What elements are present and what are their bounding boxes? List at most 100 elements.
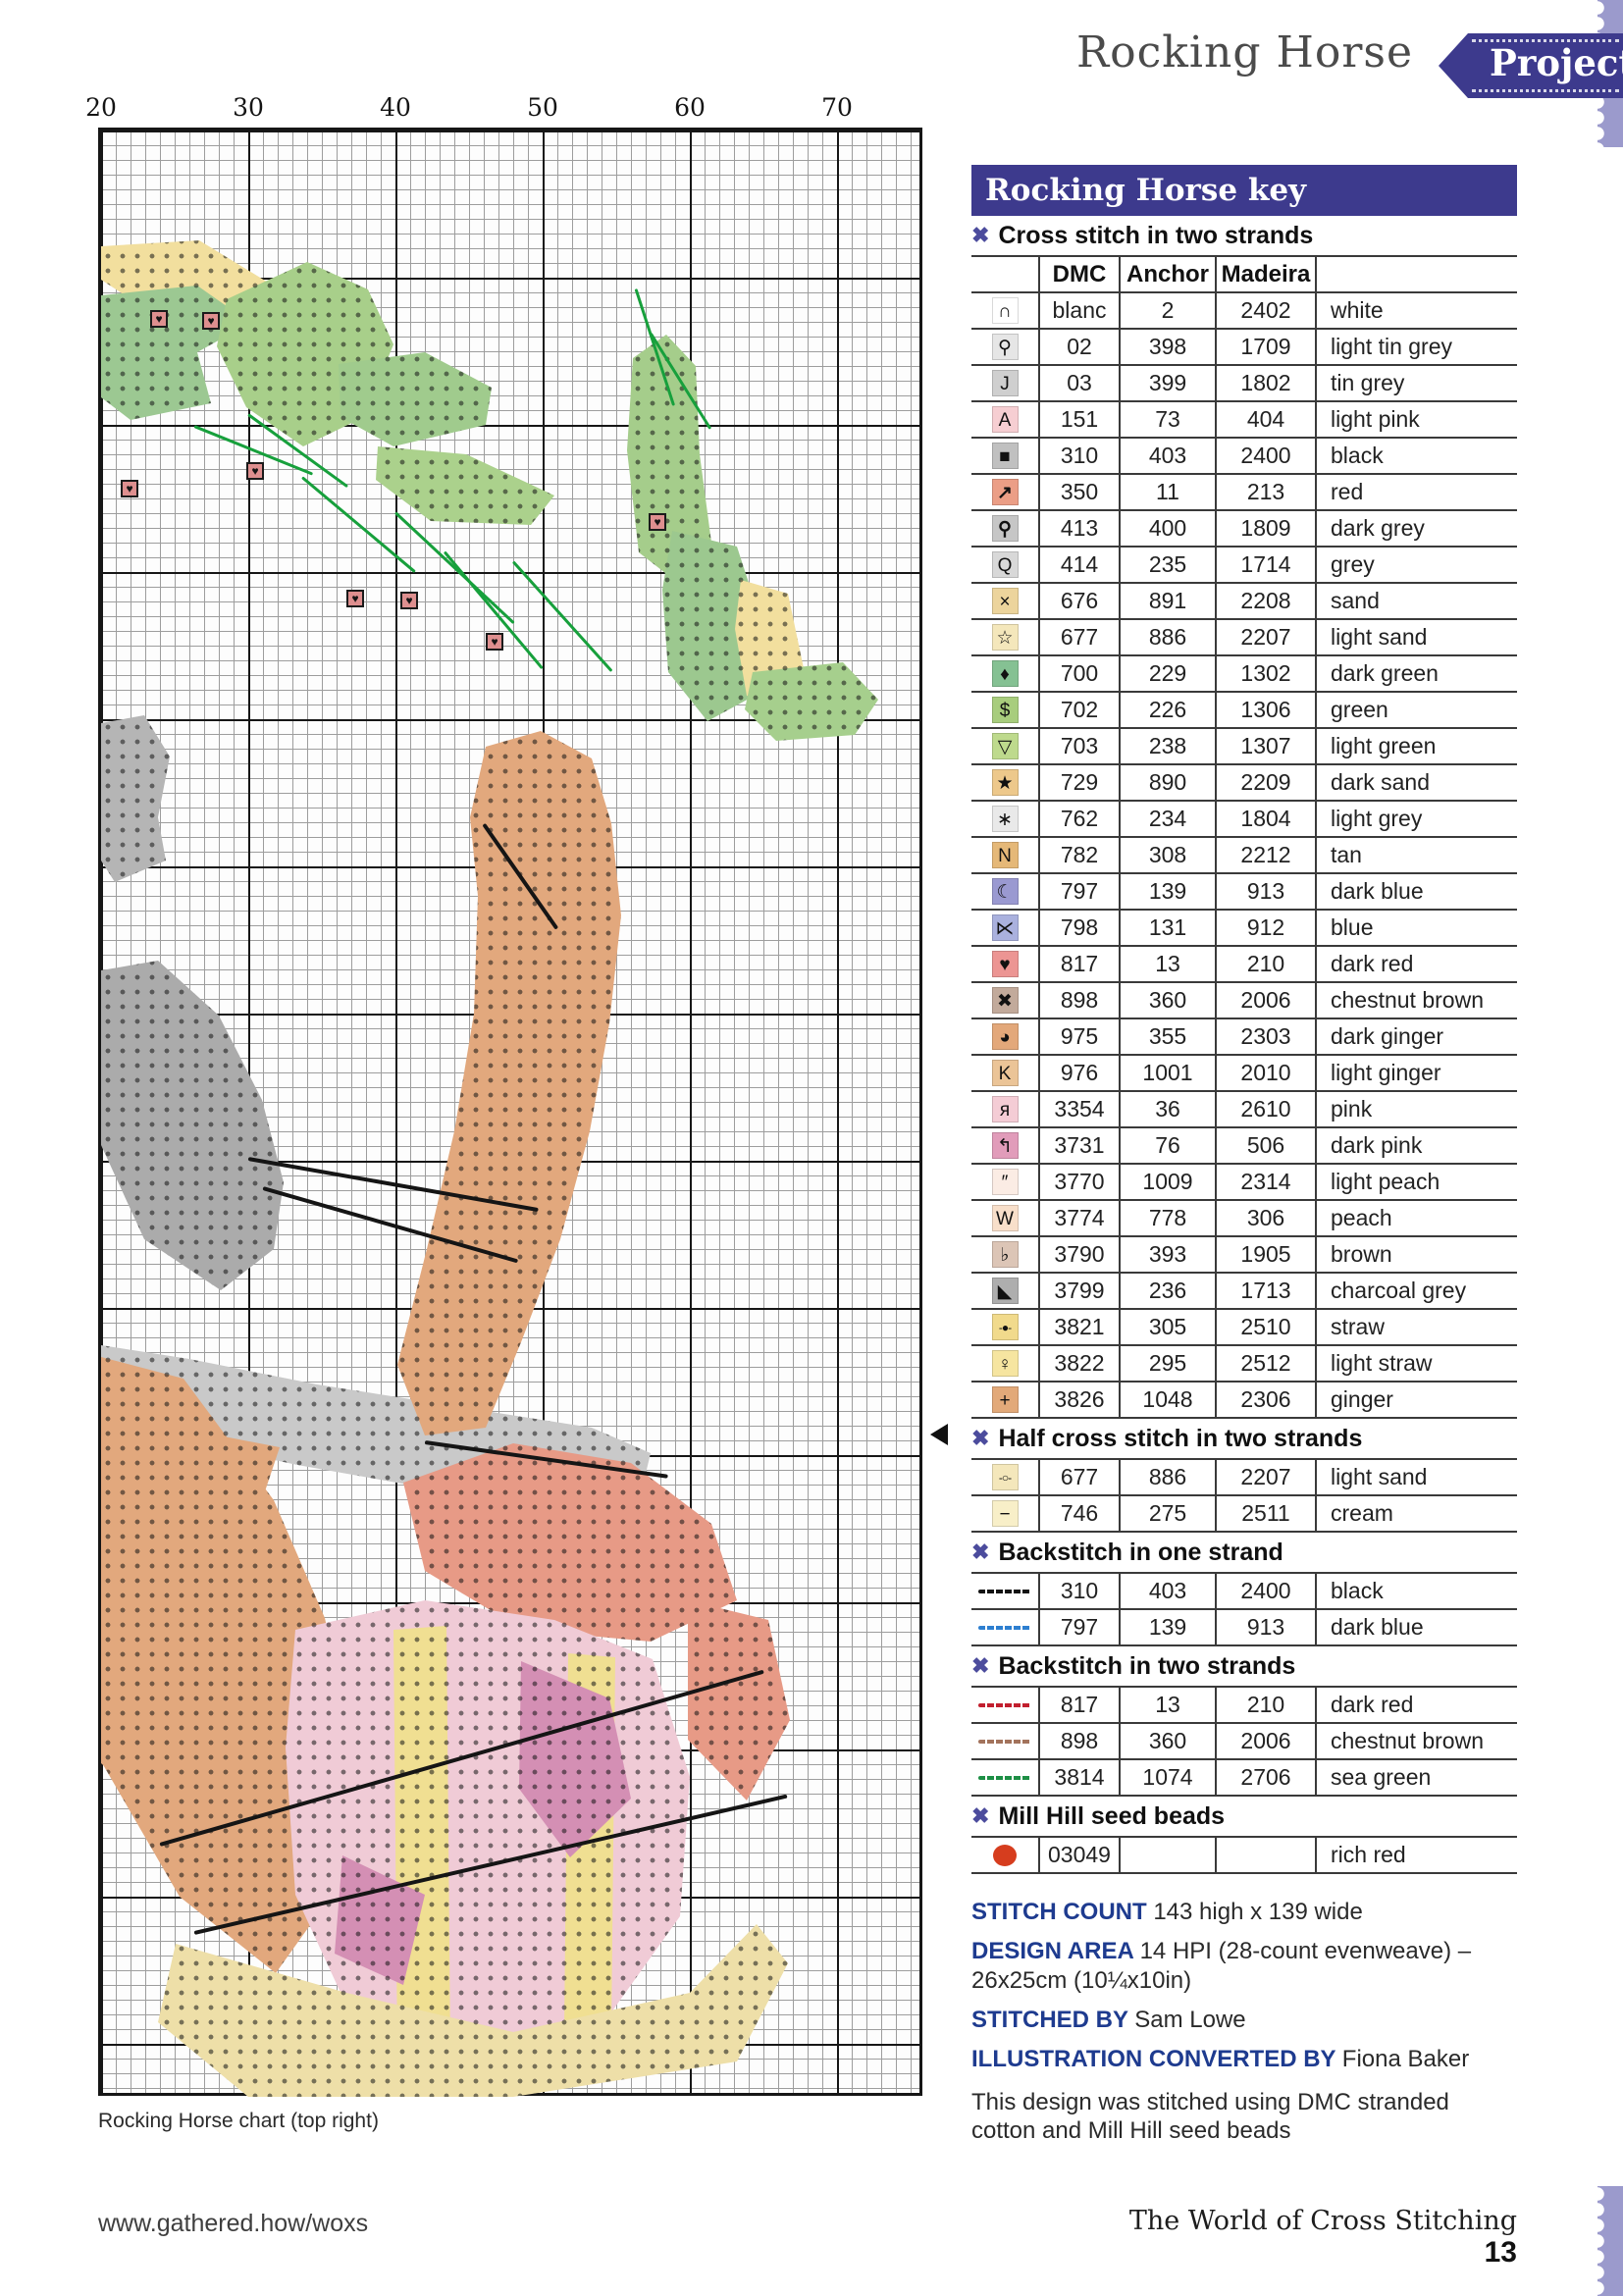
key-table-row: 03049 rich red — [971, 1838, 1517, 1874]
dmc-value: 03049 — [1040, 1838, 1121, 1872]
key-table-row: ♦ 700 229 1302 dark green — [971, 656, 1517, 693]
symbol-cell: ⋉ — [971, 911, 1040, 945]
key-section-header: ✖ Mill Hill seed beads — [971, 1797, 1517, 1836]
symbol-cell — [971, 1610, 1040, 1644]
colour-name: green — [1331, 697, 1388, 722]
chart-column-label: 70 — [821, 93, 853, 122]
madeira-value: 2314 — [1217, 1165, 1317, 1199]
page-number: 13 — [1484, 2236, 1517, 2269]
colour-name: red — [1331, 479, 1364, 504]
key-table-row: ∩ blanc 2 2402 white — [971, 293, 1517, 330]
symbol-cell: -●- — [971, 1310, 1040, 1344]
dmc-value: 702 — [1040, 693, 1121, 727]
key-info-line: STITCH COUNT 143 high x 139 wide — [971, 1898, 1517, 1927]
key-section-label: Backstitch in one strand — [998, 1538, 1283, 1566]
dmc-value: 898 — [1040, 1724, 1121, 1758]
key-info-label: DESIGN AREA — [971, 1938, 1140, 1964]
key-table-row: 797 139 913 dark blue — [971, 1610, 1517, 1646]
anchor-value: 13 — [1121, 947, 1217, 981]
symbol-cell: ♥ — [971, 947, 1040, 981]
dmc-value: 898 — [1040, 983, 1121, 1018]
symbol-cell: W — [971, 1201, 1040, 1235]
madeira-value: 306 — [1217, 1201, 1317, 1235]
key-table-row: ◣ 3799 236 1713 charcoal grey — [971, 1274, 1517, 1310]
key-table-row: ★ 729 890 2209 dark sand — [971, 765, 1517, 802]
symbol-cell: ♭ — [971, 1237, 1040, 1272]
madeira-value: 2207 — [1217, 1460, 1317, 1494]
dmc-value: 798 — [1040, 911, 1121, 945]
hook-arrow-icon: ↰ — [991, 1132, 1019, 1159]
symbol-cell: $ — [971, 693, 1040, 727]
key-table-row: ◕ 975 355 2303 dark ginger — [971, 1019, 1517, 1056]
colour-name: brown — [1331, 1241, 1392, 1267]
berry-stitch: ♥ — [150, 310, 168, 328]
key-table-header-row: DMC Anchor Madeira — [971, 257, 1517, 293]
madeira-value: 2006 — [1217, 1724, 1317, 1758]
chart-region-saddle-pink — [286, 1600, 690, 2052]
key-panel: Rocking Horse key ✖ Cross stitch in two s… — [971, 165, 1517, 2145]
key-table-row: ♭ 3790 393 1905 brown — [971, 1237, 1517, 1274]
key-table-row: ⚲ 02 398 1709 light tin grey — [971, 330, 1517, 366]
key-section-header: ✖ Cross stitch in two strands — [971, 216, 1517, 255]
colour-name: light straw — [1331, 1350, 1433, 1376]
colour-name: rich red — [1331, 1842, 1406, 1867]
anchor-value: 778 — [1121, 1201, 1217, 1235]
symbol-cell: ■ — [971, 439, 1040, 473]
key-section-label: Half cross stitch in two strands — [998, 1424, 1363, 1452]
symbol-cell: Q — [971, 548, 1040, 582]
backstitch-line-blue-icon — [978, 1625, 1031, 1630]
anchor-value: 11 — [1121, 475, 1217, 509]
key-section-label: Mill Hill seed beads — [998, 1801, 1226, 1830]
dmc-value: blanc — [1040, 293, 1121, 328]
madeira-value: 913 — [1217, 1610, 1317, 1644]
anchor-value: 886 — [1121, 620, 1217, 654]
backstitch-line-black-icon — [978, 1589, 1031, 1593]
dmc-value: 782 — [1040, 838, 1121, 872]
madeira-value: 2010 — [1217, 1056, 1317, 1090]
corner-triangle-icon: ◣ — [991, 1278, 1019, 1304]
dmc-value: 310 — [1040, 1574, 1121, 1608]
dmc-value: 797 — [1040, 874, 1121, 909]
colour-name: white — [1331, 297, 1384, 323]
colour-name: pink — [1331, 1096, 1373, 1122]
symbol-cell: ⚲ — [971, 511, 1040, 546]
chart-column-label: 60 — [674, 93, 706, 122]
symbol-cell: ▽ — [971, 729, 1040, 763]
madeira-value: 2610 — [1217, 1092, 1317, 1126]
key-info-line: ILLUSTRATION CONVERTED BY Fiona Baker — [971, 2045, 1517, 2074]
project-badge: Project — [1439, 33, 1623, 98]
anchor-value: 73 — [1121, 402, 1217, 437]
dmc-value: 677 — [1040, 620, 1121, 654]
madeira-value: 1306 — [1217, 693, 1317, 727]
key-table-row: ⋉ 798 131 912 blue — [971, 911, 1517, 947]
anchor-value: 236 — [1121, 1274, 1217, 1308]
multiply-icon: × — [991, 588, 1019, 614]
anchor-value: 891 — [1121, 584, 1217, 618]
anchor-value: 305 — [1121, 1310, 1217, 1344]
key-table-row: × 676 891 2208 sand — [971, 584, 1517, 620]
symbol-cell — [971, 1838, 1040, 1872]
colour-name: ginger — [1331, 1386, 1393, 1412]
center-row-marker-icon — [930, 1424, 948, 1445]
symbol-cell: ↰ — [971, 1128, 1040, 1163]
double-tick-icon: ″ — [991, 1169, 1019, 1195]
symbol-cell: K — [971, 1056, 1040, 1090]
key-table-row: K 976 1001 2010 light ginger — [971, 1056, 1517, 1092]
symbol-cell — [971, 1574, 1040, 1608]
colour-name: light ginger — [1331, 1060, 1441, 1085]
key-table: 310 403 2400 black 797 139 913 dark blue — [971, 1572, 1517, 1646]
symbol-cell: × — [971, 584, 1040, 618]
key-table-row: $702 226 1306 green — [971, 693, 1517, 729]
dollar-icon: $ — [991, 697, 1019, 723]
filled-square-icon: ■ — [991, 443, 1019, 469]
anchor-value: 226 — [1121, 693, 1217, 727]
key-info-label: STITCHED BY — [971, 2007, 1135, 2033]
colour-name: dark blue — [1331, 878, 1424, 904]
madeira-value: 2208 — [1217, 584, 1317, 618]
dash-icon: − — [991, 1500, 1019, 1527]
key-info: STITCH COUNT 143 high x 139 wide DESIGN A… — [971, 1898, 1517, 2074]
key-info-value: 14 HPI (28-count evenweave) – 26x25cm (1… — [971, 1938, 1472, 1994]
madeira-value: 2400 — [1217, 1574, 1317, 1608]
dmc-value: 3774 — [1040, 1201, 1121, 1235]
key-table-row: Q 414 235 1714 grey — [971, 548, 1517, 584]
